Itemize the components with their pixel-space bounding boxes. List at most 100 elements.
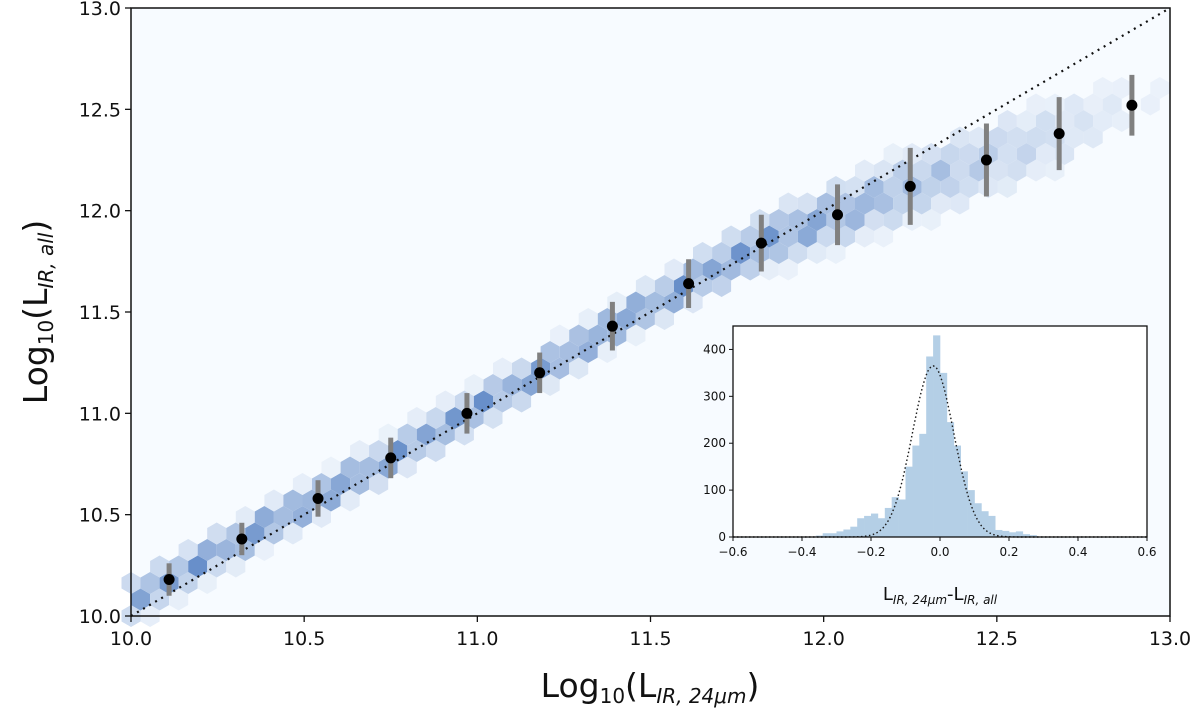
hexbin-cell (521, 374, 541, 396)
hexbin-cell (855, 192, 874, 215)
hexbin-cell (759, 258, 779, 281)
data-point (980, 154, 992, 166)
hexbin-cell (578, 341, 598, 363)
inset-x-tick-label: 0.2 (999, 545, 1018, 559)
hexbin-cell (712, 242, 732, 264)
hexbin-cell (226, 555, 246, 578)
histogram-bar (877, 518, 886, 537)
hexbin-cell (940, 176, 960, 198)
y-tick-label: 13.0 (79, 0, 121, 20)
hexbin-cell (778, 192, 798, 215)
hexbin-cell (1112, 77, 1132, 99)
y-tick-label: 10.5 (79, 505, 121, 527)
histogram-bar (960, 471, 968, 537)
hexbin-cell (512, 357, 532, 380)
main-plot: 10.0 10.5 11.0 11.5 12.0 12.5 13.0 10.0 10.5 11.… (16, 0, 1191, 708)
inset-y-tick-label: 400 (703, 342, 726, 356)
x-tick-label: 10.0 (110, 628, 152, 650)
inset-y-tick-label: 0 (718, 530, 726, 544)
y-tick-label: 11.5 (79, 302, 121, 324)
hexbin-cell (816, 192, 836, 215)
hexbin-cell (216, 539, 236, 561)
hexbin-cell (635, 308, 655, 330)
hexbin-cell (874, 225, 894, 248)
hexbin-cell (397, 456, 417, 479)
hexbin-cell (169, 555, 189, 578)
hexbin-cell (988, 159, 1008, 182)
hexbin-cell (845, 209, 865, 231)
hexbin-cell (921, 176, 941, 198)
histogram-bar (926, 356, 934, 537)
hexbin-cell (950, 159, 970, 182)
hexbin-cell (826, 242, 846, 264)
hexbin-cell (788, 242, 808, 264)
histogram-bar (946, 422, 955, 537)
hexbin-cell (693, 242, 713, 264)
hexbin-cell (588, 324, 608, 347)
hexbin-cell (569, 357, 589, 380)
hexbin-cell (835, 192, 855, 215)
hexbin-cell (369, 440, 389, 462)
hexbin-cell (416, 423, 436, 446)
hexbin-cell (483, 407, 503, 429)
hexbin-cell (340, 489, 360, 512)
hexbin-cell (350, 473, 370, 495)
hexbin-cell (626, 324, 646, 347)
hexbin-cell (931, 192, 951, 215)
hexbin-cell (864, 209, 884, 231)
histogram-bar (843, 529, 851, 537)
hexbin-cell (654, 275, 674, 297)
hexbin-cell (264, 522, 284, 545)
hexbin-cell (616, 308, 636, 330)
inset-x-tick-label: −0.6 (718, 545, 747, 559)
hexbin-cell (740, 258, 760, 281)
hexbin-cell (664, 258, 684, 281)
data-point (904, 180, 916, 192)
hexbin-cell (1083, 126, 1103, 149)
data-point (755, 237, 767, 249)
x-ticks: 10.0 10.5 11.0 11.5 12.0 12.5 13.0 (110, 616, 1191, 650)
data-point (312, 492, 324, 504)
hexbin-cell (874, 159, 894, 182)
histogram-bar (898, 499, 906, 537)
histogram-bar (919, 433, 927, 537)
histogram-bar (1015, 531, 1024, 537)
hexbin-cell (626, 291, 646, 314)
histogram-bar (988, 515, 996, 537)
hexbin-cell (1064, 126, 1084, 149)
data-point (1053, 128, 1065, 140)
histogram-bar (891, 497, 899, 537)
hexbin-cell (369, 473, 389, 495)
hexbin-cell (512, 390, 532, 413)
y-tick-label: 11.0 (79, 403, 121, 425)
hexbin-cell (483, 374, 503, 396)
histogram-bar (974, 503, 982, 537)
inset-y-tick-label: 200 (703, 436, 726, 450)
histogram-bar (953, 445, 961, 537)
hexbin-cell (969, 126, 989, 149)
inset-x-ticks: −0.6 −0.4 −0.2 0.0 0.2 0.4 0.6 (718, 537, 1157, 559)
hexbin-cell (702, 258, 722, 281)
hexbin-cell (912, 159, 932, 182)
histogram-bar (1022, 534, 1030, 537)
histogram-bars (815, 335, 1037, 537)
hexbin-cell (464, 374, 484, 396)
y-tick-label: 12.0 (79, 201, 121, 223)
hexbin-cell (1102, 93, 1122, 116)
hexbin-cell (893, 192, 913, 215)
hexbin-cell (207, 522, 227, 545)
hexbin-cell (883, 176, 903, 198)
hexbin-cell (797, 225, 817, 248)
histogram-bar (836, 531, 844, 537)
hexbin-cell (426, 440, 446, 462)
histogram-bar (822, 533, 830, 537)
inset-x-tick-label: 0.0 (930, 545, 949, 559)
hexbin-cell (997, 143, 1017, 165)
hexbin-cell (264, 489, 284, 512)
data-point (683, 278, 695, 290)
hexbin-cell (874, 192, 894, 215)
hexbin-cell (788, 209, 808, 231)
hexbin-cell (1064, 93, 1084, 116)
histogram-bar (864, 515, 872, 537)
hexbin-cell (950, 126, 970, 149)
